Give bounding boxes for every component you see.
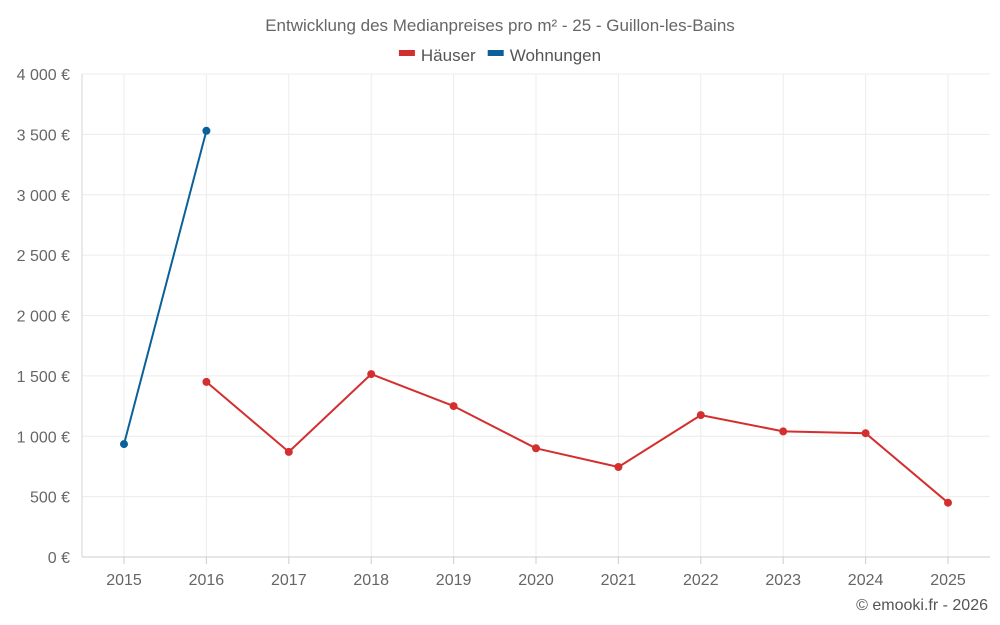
data-point-h-user [532, 444, 540, 453]
axes [81, 74, 990, 564]
y-tick-label: 500 € [30, 490, 70, 507]
data-point-wohnungen [202, 126, 211, 135]
data-point-h-user [449, 402, 458, 411]
chart-credit: © emooki.fr - 2026 [856, 597, 988, 614]
grid-lines [82, 73, 990, 557]
data-point-h-user [367, 370, 376, 379]
x-tick-label: 2017 [271, 572, 307, 589]
y-tick-label: 3 000 € [17, 188, 70, 205]
data-point-h-user [696, 411, 705, 420]
series-line-h-user [205, 373, 949, 504]
legend-label: Wohnungen [510, 46, 601, 65]
data-point-h-user [944, 498, 952, 507]
x-tick-label: 2021 [601, 572, 637, 589]
x-tick-label: 2022 [683, 572, 719, 589]
y-tick-label: 1 000 € [17, 429, 70, 446]
data-point-h-user [614, 463, 623, 471]
x-tick-label: 2024 [848, 572, 884, 589]
y-tick-label: 4 000 € [17, 67, 70, 84]
data-point-h-user [202, 377, 211, 386]
x-tick-label: 2018 [353, 572, 389, 589]
tick-labels: 0 € 500 € 1 000 € 1 500 € 2 000 € 2 500 € 3 00… [17, 67, 966, 589]
x-tick-label: 2025 [930, 572, 966, 589]
chart-title: Entwicklung des Medianpreises pro m² - 2… [265, 16, 735, 35]
data-point-h-user [861, 429, 870, 438]
x-tick-label: 2015 [106, 572, 142, 589]
legend-swatch [398, 50, 415, 56]
data-point-wohnungen [120, 440, 128, 449]
series-line-wohnungen [123, 130, 208, 445]
y-tick-label: 2 000 € [17, 309, 70, 326]
x-tick-label: 2023 [765, 572, 801, 589]
data-point-h-user [284, 447, 293, 456]
y-tick-label: 3 500 € [17, 127, 70, 144]
legend-swatch [487, 50, 504, 56]
legend-item-wohnungen: Wohnungen [487, 46, 601, 65]
chart-legend: Häuser Wohnungen [398, 46, 601, 65]
y-tick-label: 2 500 € [17, 248, 70, 265]
x-tick-label: 2019 [436, 572, 472, 589]
y-tick-label: 1 500 € [17, 369, 70, 386]
y-tick-label: 0 € [48, 550, 70, 567]
data-point-h-user [779, 427, 788, 436]
legend-label: Häuser [421, 46, 476, 65]
x-tick-label: 2016 [189, 572, 225, 589]
x-tick-label: 2020 [518, 572, 554, 589]
legend-item-h-user: Häuser [398, 46, 476, 65]
series-lines [120, 126, 952, 507]
